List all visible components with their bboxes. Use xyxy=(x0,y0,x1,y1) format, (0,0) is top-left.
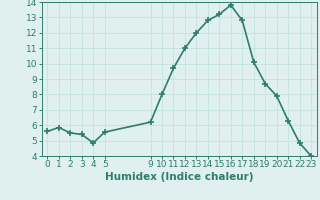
X-axis label: Humidex (Indice chaleur): Humidex (Indice chaleur) xyxy=(105,172,253,182)
